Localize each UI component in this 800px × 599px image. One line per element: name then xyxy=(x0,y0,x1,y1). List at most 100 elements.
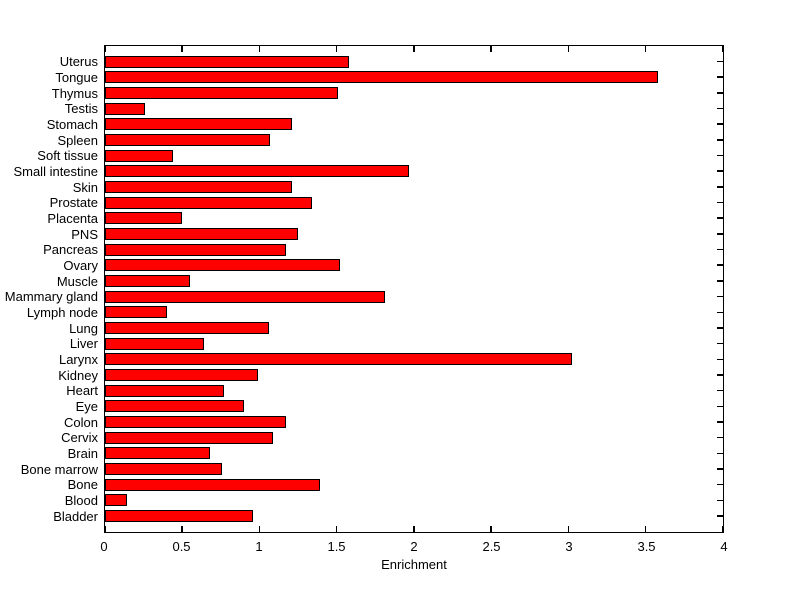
y-tick-mark xyxy=(717,483,723,486)
bar xyxy=(105,369,258,382)
bar xyxy=(105,134,271,147)
category-label: Eye xyxy=(75,398,98,414)
bar-row: Lymph node xyxy=(27,305,723,321)
y-tick-mark xyxy=(717,264,723,266)
y-tick-mark xyxy=(717,405,723,408)
x-tick-mark xyxy=(490,46,492,52)
bar-row: Cervix xyxy=(61,430,723,446)
bar-row: Eye xyxy=(76,399,723,415)
bar xyxy=(105,384,224,397)
x-tick-mark xyxy=(413,526,415,532)
bar-row: Brain xyxy=(68,446,723,462)
category-label: Cervix xyxy=(61,430,98,446)
bar xyxy=(105,416,286,429)
x-tick-mark xyxy=(181,46,183,52)
y-tick-mark xyxy=(717,389,723,392)
x-tick-label: 1.5 xyxy=(327,539,346,554)
y-tick-mark xyxy=(717,421,723,423)
bar xyxy=(105,463,223,476)
bar-row: Kidney xyxy=(58,367,723,383)
x-tick-mark xyxy=(258,46,260,52)
x-axis-title: Enrichment xyxy=(381,557,447,572)
x-tick-label: 3 xyxy=(565,539,573,554)
bar xyxy=(105,181,292,194)
category-label: Uterus xyxy=(59,54,98,70)
bar xyxy=(105,494,127,507)
category-label: Placenta xyxy=(47,210,98,226)
category-label: Tongue xyxy=(55,69,98,85)
y-tick-mark xyxy=(717,358,723,361)
y-tick-mark xyxy=(717,154,723,157)
bar xyxy=(105,447,211,460)
category-label: Ovary xyxy=(63,257,98,273)
category-label: Soft tissue xyxy=(37,148,98,164)
y-tick-mark xyxy=(717,60,723,63)
y-tick-mark xyxy=(717,280,723,282)
y-tick-mark xyxy=(717,248,723,251)
bar xyxy=(105,400,245,413)
bar xyxy=(105,149,173,162)
bar-row: Colon xyxy=(64,414,723,430)
category-label: Colon xyxy=(64,414,98,430)
category-label: Lymph node xyxy=(26,304,98,320)
category-label: Bladder xyxy=(53,508,98,524)
y-tick-mark xyxy=(717,139,723,141)
x-tick-label: 2.5 xyxy=(482,539,501,554)
bar xyxy=(105,275,190,288)
bar xyxy=(105,228,299,241)
category-label: Prostate xyxy=(49,195,98,211)
category-label: Skin xyxy=(72,179,98,195)
x-tick-mark xyxy=(258,526,260,532)
bar-row: Placenta xyxy=(47,211,723,227)
x-tick-mark xyxy=(335,46,338,52)
bar-row: Blood xyxy=(65,493,723,509)
y-tick-mark xyxy=(717,233,723,235)
bar xyxy=(105,196,313,209)
plot-area: Uterus Tongue Thymus Testis Stomach Spleen Sof… xyxy=(5,45,724,533)
x-tick-mark xyxy=(722,526,724,532)
category-label: Bone marrow xyxy=(20,461,98,477)
bar xyxy=(105,55,350,68)
category-label: Larynx xyxy=(58,351,98,367)
y-tick-mark xyxy=(717,468,723,470)
bar-row: Skin xyxy=(73,179,723,195)
bar-row: Heart xyxy=(66,383,723,399)
y-tick-mark xyxy=(717,107,723,110)
y-tick-mark xyxy=(717,201,723,204)
bar xyxy=(105,259,340,272)
bar-row: Bone marrow xyxy=(21,461,723,477)
y-tick-mark xyxy=(717,76,723,78)
bar xyxy=(105,212,183,225)
x-tick-mark xyxy=(104,526,106,532)
bar-row: Mammary gland xyxy=(5,289,723,305)
bar-row: PNS xyxy=(71,226,723,242)
y-tick-mark xyxy=(717,311,723,314)
bar-row: Stomach xyxy=(47,117,723,133)
x-tick-mark xyxy=(490,526,492,532)
y-tick-mark xyxy=(717,123,723,125)
bar xyxy=(105,431,274,444)
bar-row: Larynx xyxy=(59,352,723,368)
bar-row: Lung xyxy=(69,320,723,336)
x-tick-label: 2 xyxy=(410,539,418,554)
bar-row: Bone xyxy=(68,477,723,493)
y-tick-mark xyxy=(717,452,723,455)
y-tick-mark xyxy=(717,515,723,517)
category-label: Brain xyxy=(67,445,98,461)
y-tick-mark xyxy=(717,342,723,345)
category-label: Bone xyxy=(67,477,98,493)
category-label: Testis xyxy=(64,101,98,117)
x-tick-label: 0 xyxy=(100,539,108,554)
category-label: Pancreas xyxy=(43,242,98,258)
bar-row: Small intestine xyxy=(13,164,723,180)
y-tick-mark xyxy=(717,186,723,188)
y-tick-mark xyxy=(717,295,723,298)
bar xyxy=(105,353,572,366)
bar xyxy=(105,87,339,99)
category-label: Mammary gland xyxy=(4,289,98,305)
x-tick-mark xyxy=(413,46,415,52)
x-tick-mark xyxy=(104,46,106,52)
bar xyxy=(105,118,292,131)
bar xyxy=(105,71,659,84)
